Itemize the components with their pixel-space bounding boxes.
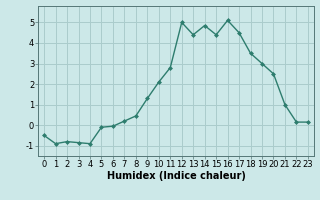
X-axis label: Humidex (Indice chaleur): Humidex (Indice chaleur) — [107, 171, 245, 181]
